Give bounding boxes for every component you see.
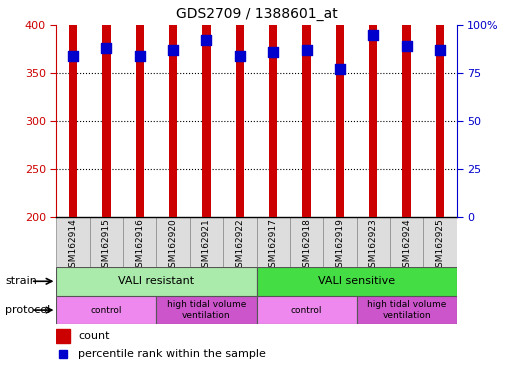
Text: GSM162919: GSM162919	[336, 218, 344, 273]
Text: GSM162925: GSM162925	[436, 218, 444, 273]
Text: VALI sensitive: VALI sensitive	[318, 276, 395, 286]
Bar	[235, 0, 244, 217]
Bar	[402, 0, 411, 217]
Text: GSM162917: GSM162917	[269, 218, 278, 273]
Text: GSM162923: GSM162923	[369, 218, 378, 273]
Bar	[302, 0, 311, 217]
Text: protocol: protocol	[5, 305, 50, 315]
Bar	[436, 0, 444, 217]
Bar	[256, 267, 457, 296]
Bar	[202, 0, 211, 217]
Bar	[90, 217, 123, 267]
Text: GSM162921: GSM162921	[202, 218, 211, 273]
Text: GSM162915: GSM162915	[102, 218, 111, 273]
Bar	[56, 217, 90, 267]
Bar	[102, 0, 111, 217]
Bar	[390, 217, 423, 267]
Bar	[357, 217, 390, 267]
Text: GSM162924: GSM162924	[402, 218, 411, 273]
Bar	[290, 217, 323, 267]
Bar	[56, 296, 156, 324]
Text: high tidal volume
ventilation: high tidal volume ventilation	[367, 300, 446, 320]
Bar	[256, 296, 357, 324]
Point	[336, 66, 344, 72]
Text: high tidal volume
ventilation: high tidal volume ventilation	[167, 300, 246, 320]
Point	[235, 53, 244, 59]
Bar	[423, 217, 457, 267]
Point	[202, 37, 210, 43]
Text: percentile rank within the sample: percentile rank within the sample	[78, 349, 266, 359]
Text: GSM162922: GSM162922	[235, 218, 244, 273]
Bar	[69, 0, 77, 217]
Point	[69, 53, 77, 59]
Bar	[169, 0, 177, 217]
Point	[102, 45, 110, 51]
Bar	[56, 329, 70, 343]
Text: control: control	[91, 306, 122, 314]
Text: strain: strain	[5, 276, 37, 286]
Point	[436, 47, 444, 53]
Bar	[256, 217, 290, 267]
Point	[402, 43, 410, 49]
Point	[302, 47, 310, 53]
Text: VALI resistant: VALI resistant	[119, 276, 194, 286]
Bar	[269, 0, 278, 217]
Bar	[56, 267, 256, 296]
Text: GSM162914: GSM162914	[69, 218, 77, 273]
Point	[135, 53, 144, 59]
Bar	[369, 0, 378, 217]
Text: control: control	[291, 306, 322, 314]
Text: GSM162920: GSM162920	[169, 218, 177, 273]
Bar	[357, 296, 457, 324]
Bar	[323, 217, 357, 267]
Title: GDS2709 / 1388601_at: GDS2709 / 1388601_at	[175, 7, 338, 21]
Bar	[156, 217, 190, 267]
Point	[369, 31, 377, 38]
Point	[169, 47, 177, 53]
Text: count: count	[78, 331, 110, 341]
Bar	[190, 217, 223, 267]
Bar	[123, 217, 156, 267]
Bar	[135, 0, 144, 217]
Point	[269, 49, 277, 55]
Text: GSM162916: GSM162916	[135, 218, 144, 273]
Bar	[156, 296, 256, 324]
Text: GSM162918: GSM162918	[302, 218, 311, 273]
Bar	[336, 10, 344, 217]
Bar	[223, 217, 256, 267]
